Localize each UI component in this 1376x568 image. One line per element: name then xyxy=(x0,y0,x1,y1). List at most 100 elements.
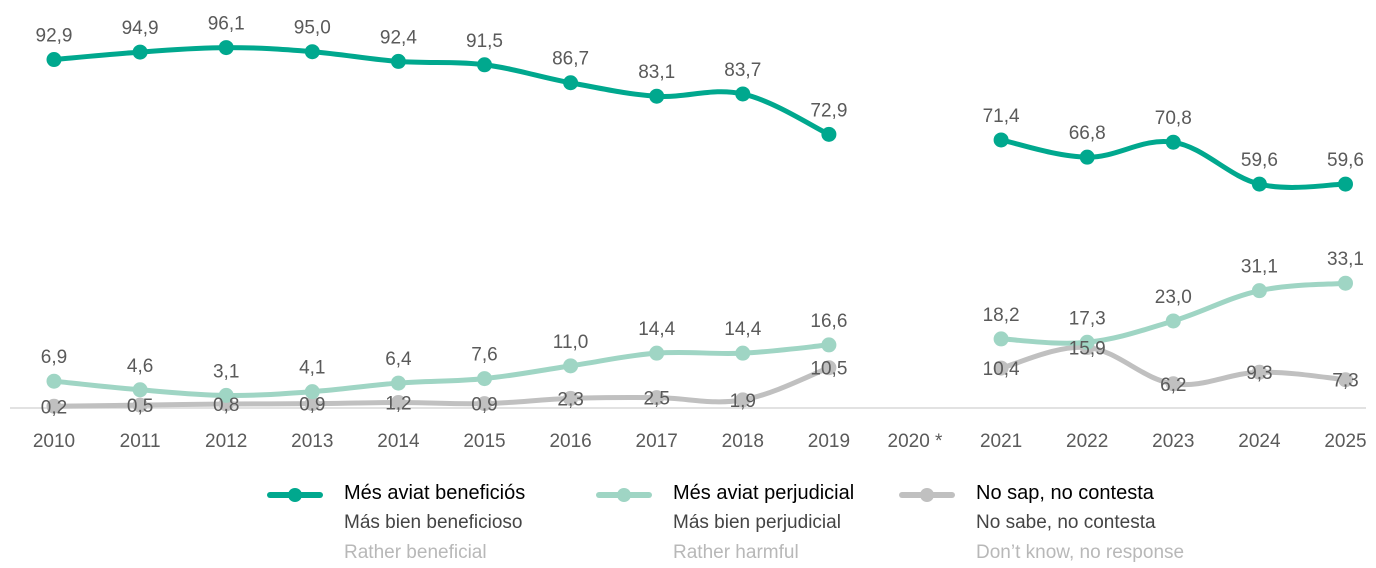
x-tick-label: 2023 xyxy=(1152,431,1194,452)
x-tick-label: 2025 xyxy=(1324,431,1366,452)
legend-label-es: Más bien perjudicial xyxy=(673,512,841,533)
x-tick-label: 2011 xyxy=(120,431,161,452)
data-label: 71,4 xyxy=(983,106,1020,127)
data-label: 17,3 xyxy=(1069,308,1106,329)
data-label: 0,8 xyxy=(213,395,239,416)
legend-label-en: Rather harmful xyxy=(673,542,799,563)
series-line-0-segment-0 xyxy=(51,45,832,137)
data-point xyxy=(218,40,234,56)
x-tick-label: 2021 xyxy=(980,431,1022,452)
data-point xyxy=(390,375,406,391)
data-point xyxy=(563,75,579,91)
data-label: 0,2 xyxy=(41,397,67,418)
legend: Més aviat beneficiós Más bien beneficios… xyxy=(0,478,1376,568)
data-label: 1,9 xyxy=(730,391,756,412)
line-chart: 0,2 0,5 0,8 0,9 1,2 0,9 2,3 2,5 1,9 10,5 10,4 15,9 6… xyxy=(10,14,1367,452)
x-tick-label: 2013 xyxy=(291,431,333,452)
data-point xyxy=(993,360,1009,376)
data-label: 10,4 xyxy=(983,359,1020,380)
data-label: 11,0 xyxy=(553,332,589,353)
data-label: 14,4 xyxy=(638,319,675,340)
x-tick-label: 2019 xyxy=(808,431,850,452)
series-line-1-segment-0 xyxy=(51,342,832,398)
data-point xyxy=(821,337,837,353)
data-point xyxy=(993,132,1009,148)
x-tick-label: 2016 xyxy=(549,431,591,452)
data-point xyxy=(821,360,837,376)
data-point xyxy=(563,358,579,374)
data-label: 86,7 xyxy=(552,49,589,70)
legend-swatch-harmful xyxy=(595,488,653,502)
data-point xyxy=(821,126,837,142)
data-label: 9,3 xyxy=(1246,363,1272,384)
data-point xyxy=(1251,364,1267,380)
data-point xyxy=(46,398,62,414)
data-point xyxy=(477,57,492,73)
data-point xyxy=(304,384,320,400)
data-point xyxy=(46,52,62,68)
x-tick-label: 2010 xyxy=(33,431,75,452)
data-label: 0,9 xyxy=(299,395,325,416)
legend-label-es: Más bien beneficioso xyxy=(344,512,523,533)
legend-label-es: No sabe, no contesta xyxy=(976,512,1156,533)
data-label: 83,7 xyxy=(724,60,761,81)
data-label: 95,0 xyxy=(294,18,331,39)
legend-swatch-dont-know xyxy=(898,488,956,502)
legend-label-ca: No sap, no contesta xyxy=(976,482,1154,504)
data-label: 3,1 xyxy=(213,361,239,382)
legend-label-ca: Més aviat perjudicial xyxy=(673,482,855,504)
data-point xyxy=(1079,334,1095,350)
data-label: 23,0 xyxy=(1155,287,1192,308)
data-label: 14,4 xyxy=(724,319,761,340)
data-point xyxy=(1338,372,1353,388)
x-tick-label: 2024 xyxy=(1238,431,1281,452)
data-point xyxy=(649,345,665,361)
data-label: 6,9 xyxy=(41,347,67,368)
data-point xyxy=(735,392,751,408)
data-point xyxy=(1251,176,1267,192)
data-label: 7,3 xyxy=(1332,371,1358,392)
data-label: 10,5 xyxy=(810,359,847,380)
x-tick-label: 2020 * xyxy=(888,431,944,452)
x-tick-label: 2015 xyxy=(463,431,505,452)
x-tick-label: 2017 xyxy=(636,431,678,452)
data-point xyxy=(649,88,665,104)
data-point xyxy=(390,53,406,69)
data-label: 6,2 xyxy=(1160,375,1186,396)
data-point xyxy=(390,395,406,411)
data-point xyxy=(1338,176,1353,192)
data-label: 16,6 xyxy=(810,311,847,332)
data-label: 94,9 xyxy=(122,18,159,39)
data-point xyxy=(649,390,665,406)
data-label: 66,8 xyxy=(1069,123,1106,144)
data-label: 59,6 xyxy=(1241,150,1278,171)
data-label: 92,9 xyxy=(36,26,73,47)
x-tick-label: 2012 xyxy=(205,431,247,452)
data-point xyxy=(1079,149,1095,165)
data-label: 0,5 xyxy=(127,396,153,417)
data-point xyxy=(304,396,320,412)
data-label: 6,4 xyxy=(385,349,412,370)
data-label: 2,3 xyxy=(557,389,583,410)
data-label: 0,9 xyxy=(471,395,497,416)
data-label: 15,9 xyxy=(1069,339,1106,360)
data-point xyxy=(563,390,579,406)
data-label: 4,6 xyxy=(127,356,153,377)
data-point xyxy=(46,373,62,389)
data-label: 91,5 xyxy=(466,31,503,52)
legend-label-en: Don’t know, no response xyxy=(976,542,1185,563)
data-point xyxy=(132,382,148,398)
data-label: 92,4 xyxy=(380,27,417,48)
data-label: 4,1 xyxy=(299,358,325,379)
legend-label-en: Rather beneficial xyxy=(344,542,487,563)
data-point xyxy=(993,331,1009,347)
data-point xyxy=(735,345,751,361)
data-label: 7,6 xyxy=(471,345,497,366)
x-tick-label: 2014 xyxy=(377,431,420,452)
data-label: 59,6 xyxy=(1327,150,1364,171)
data-label: 96,1 xyxy=(208,14,245,35)
x-tick-label: 2022 xyxy=(1066,431,1108,452)
data-point xyxy=(477,396,492,412)
data-point xyxy=(218,387,234,403)
data-label: 2,5 xyxy=(643,389,669,410)
